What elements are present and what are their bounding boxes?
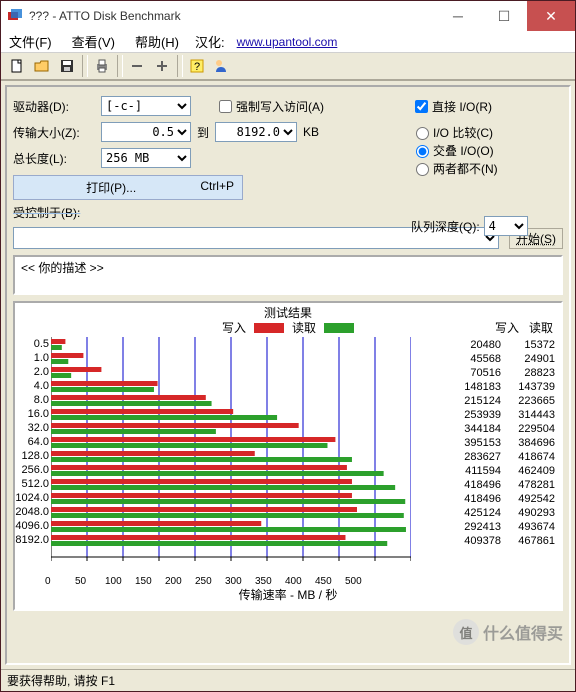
- menu-view[interactable]: 查看(V): [68, 30, 119, 53]
- io-neither-label: 两者都不(N): [433, 160, 498, 177]
- direct-io-label: 直接 I/O(R): [432, 98, 492, 115]
- maximize-button[interactable]: ☐: [481, 1, 527, 31]
- length-label: 总长度(L):: [13, 150, 101, 167]
- print-menuitem[interactable]: 打印(P)... Ctrl+P: [13, 175, 243, 200]
- print-button[interactable]: [90, 54, 114, 78]
- minimize-button[interactable]: ─: [435, 1, 481, 31]
- force-write-label: 强制写入访问(A): [236, 98, 324, 115]
- controlled-by-label: 受控制于(B):: [13, 204, 101, 221]
- statusbar: 要获得帮助, 请按 F1: [1, 669, 575, 691]
- save-button[interactable]: [55, 54, 79, 78]
- drive-combo[interactable]: [-c-]: [101, 96, 191, 116]
- col-write: 写入: [495, 319, 519, 336]
- open-button[interactable]: [30, 54, 54, 78]
- minus-button[interactable]: [125, 54, 149, 78]
- new-button[interactable]: [5, 54, 29, 78]
- menu-file[interactable]: 文件(F): [5, 30, 56, 53]
- io-compare-label: I/O 比较(C): [433, 124, 493, 141]
- lang-label: 汉化:: [195, 32, 225, 51]
- toolbar: ?: [1, 53, 575, 81]
- help-button[interactable]: ?: [185, 54, 209, 78]
- col-read: 读取: [529, 319, 553, 336]
- window-title: ??? - ATTO Disk Benchmark: [29, 9, 435, 23]
- direct-io-checkbox[interactable]: [415, 100, 428, 113]
- chart-legend: 写入 读取: [15, 319, 561, 336]
- drive-label: 驱动器(D):: [13, 98, 101, 115]
- queue-combo[interactable]: 4: [484, 216, 528, 236]
- titlebar: ??? - ATTO Disk Benchmark ─ ☐ ✕: [1, 1, 575, 31]
- close-button[interactable]: ✕: [527, 1, 575, 31]
- plus-button[interactable]: [150, 54, 174, 78]
- app-icon: [7, 8, 23, 24]
- watermark: 值 什么值得买: [453, 619, 563, 645]
- lang-link[interactable]: www.upantool.com: [237, 35, 338, 49]
- menubar: 文件(F) 查看(V) 帮助(H) 汉化: www.upantool.com: [1, 31, 575, 53]
- menu-help[interactable]: 帮助(H): [131, 30, 183, 53]
- svg-text:?: ?: [194, 61, 200, 73]
- size-from-combo[interactable]: 0.5: [101, 122, 191, 142]
- size-unit: KB: [303, 125, 319, 139]
- queue-label: 队列深度(Q):: [411, 218, 480, 235]
- force-write-checkbox[interactable]: [219, 100, 232, 113]
- io-overlap-label: 交叠 I/O(O): [433, 142, 494, 159]
- io-compare-radio[interactable]: [416, 127, 429, 140]
- results-chart: 测试结果 写入 读取 写入 读取 0.51.02.04.08.016.032.0…: [13, 301, 563, 611]
- xaxis-label: 传输速率 - MB / 秒: [239, 586, 338, 603]
- io-neither-radio[interactable]: [416, 163, 429, 176]
- description-box[interactable]: << 你的描述 >>: [13, 255, 563, 295]
- size-to-label: 到: [197, 124, 209, 141]
- io-overlap-radio[interactable]: [416, 145, 429, 158]
- size-label: 传输大小(Z):: [13, 124, 101, 141]
- main-panel: 驱动器(D): [-c-] 强制写入访问(A) 传输大小(Z): 0.5 到 8…: [5, 85, 571, 665]
- length-combo[interactable]: 256 MB: [101, 148, 191, 168]
- size-to-combo[interactable]: 8192.0: [215, 122, 297, 142]
- about-button[interactable]: [210, 54, 234, 78]
